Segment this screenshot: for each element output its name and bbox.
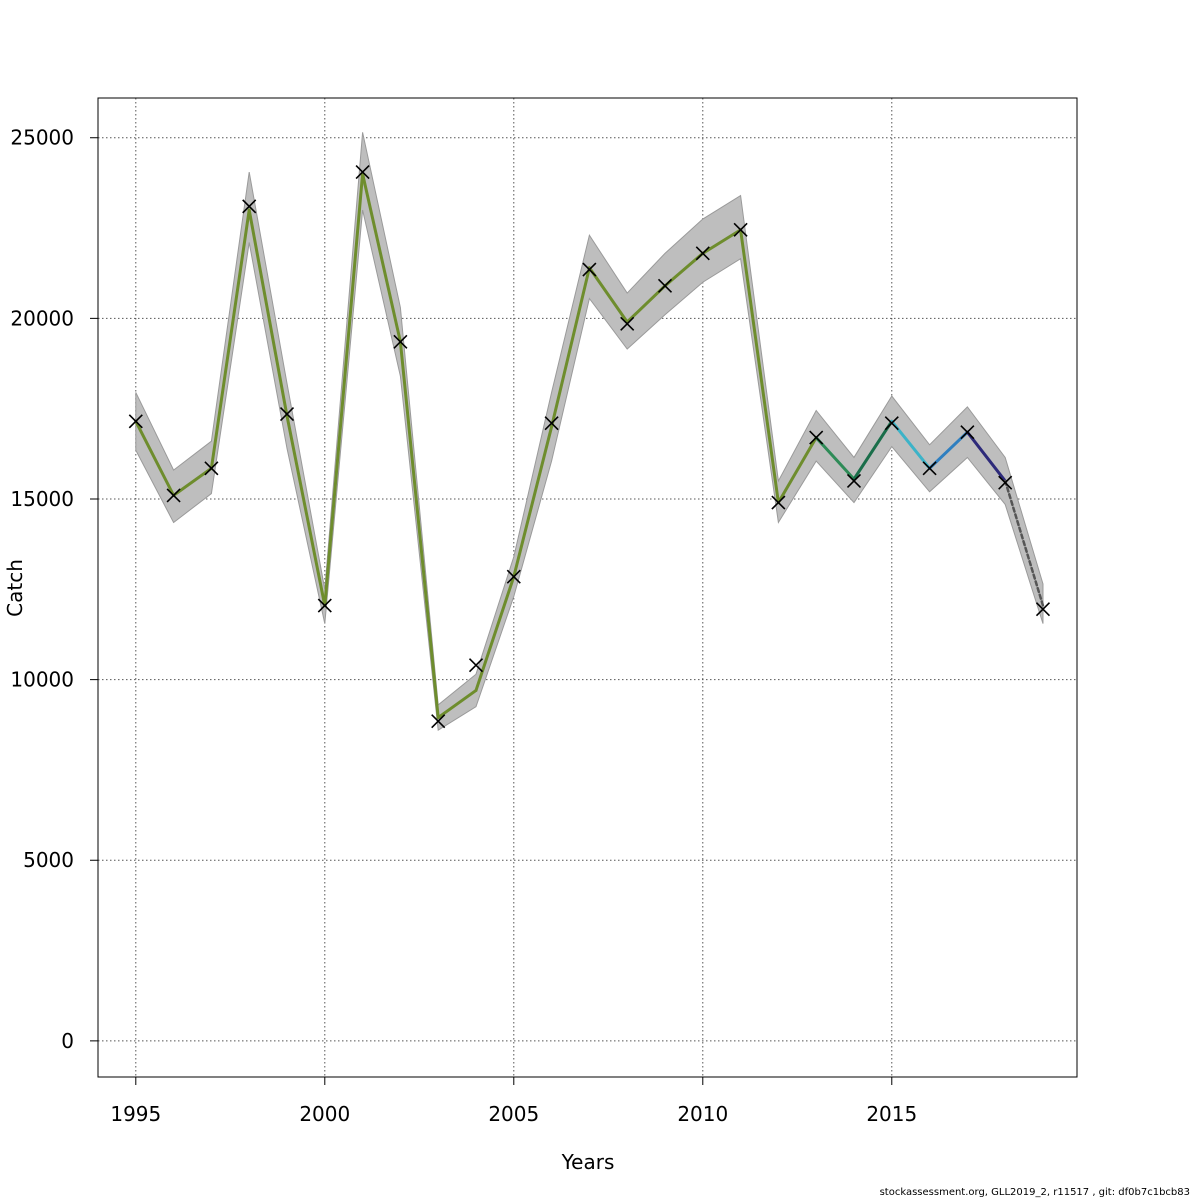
- fitted-segment-2000: [323, 172, 365, 608]
- observed-point-2015: [884, 416, 899, 431]
- observed-point-2005: [506, 569, 521, 584]
- fitted-segment-2011: [739, 228, 780, 505]
- y-tick-label-10000: 10000: [10, 668, 74, 692]
- x-tick-label-2015: 2015: [866, 1102, 917, 1126]
- confidence-band: [135, 132, 1044, 732]
- fitted-segment-2018: [1003, 479, 1045, 607]
- marker-stroke: [544, 416, 559, 431]
- footer-credit: stockassessment.org, GLL2019_2, r11517 ,…: [879, 1187, 1190, 1198]
- marker-stroke: [431, 714, 446, 729]
- marker-stroke: [393, 334, 408, 349]
- observed-point-1997: [204, 461, 219, 476]
- fitted-segment-1998: [247, 208, 289, 418]
- x-tick-label-2005: 2005: [488, 1102, 539, 1126]
- marker-stroke: [506, 569, 521, 584]
- y-tick-label-0: 0: [61, 1029, 74, 1053]
- fitted-segment-2002: [398, 340, 440, 720]
- marker-stroke: [846, 473, 862, 488]
- observed-point-2018: [998, 475, 1013, 490]
- observed-point-2017: [960, 425, 975, 440]
- marker-stroke: [355, 164, 370, 180]
- observed-point-2002: [393, 334, 408, 349]
- fitted-segment-2004: [474, 575, 516, 692]
- fitted-segment-1995: [134, 419, 176, 497]
- observed-point-2014: [846, 473, 862, 488]
- x-tick-label-2000: 2000: [299, 1102, 350, 1126]
- fitted-segment-1999: [285, 414, 327, 608]
- marker-stroke: [809, 430, 824, 445]
- observed-point-2007: [582, 262, 597, 277]
- observed-point-1996: [166, 488, 181, 503]
- fitted-segment-2013: [814, 436, 856, 481]
- marker-stroke: [922, 461, 937, 476]
- observed-point-2010: [695, 246, 710, 261]
- fitted-segment-1996: [172, 466, 213, 497]
- y-tick-label-25000: 25000: [10, 126, 74, 150]
- marker-stroke: [279, 407, 295, 422]
- marker-stroke: [771, 495, 786, 510]
- fitted-segment-2010: [701, 228, 743, 255]
- observed-point-2000: [317, 598, 332, 613]
- observed-point-2001: [355, 164, 370, 180]
- observed-point-2006: [544, 416, 559, 431]
- marker-stroke: [582, 262, 597, 277]
- y-tick-label-15000: 15000: [10, 487, 74, 511]
- marker-stroke: [695, 246, 710, 261]
- observed-point-1998: [242, 199, 257, 214]
- x-tick-label-1995: 1995: [110, 1102, 161, 1126]
- marker-stroke: [128, 414, 143, 429]
- observed-point-2012: [771, 495, 786, 510]
- y-axis: 0 5000 10000 15000 20000 25000: [10, 126, 98, 1053]
- y-axis-label: Catch: [3, 559, 27, 617]
- observed-markers: [128, 164, 1051, 729]
- observed-point-2004: [468, 658, 484, 673]
- marker-stroke: [960, 425, 975, 440]
- fitted-segment-1997: [209, 208, 251, 470]
- fitted-segment-2005: [512, 425, 554, 579]
- y-tick-label-20000: 20000: [10, 306, 74, 330]
- fitted-segment-2012: [776, 436, 818, 505]
- observed-point-2011: [733, 222, 748, 237]
- fitted-segment-2007: [587, 266, 629, 324]
- fitted-segment-2014: [852, 419, 894, 481]
- fitted-segment-2003: [436, 688, 478, 720]
- fitted-segment-2001: [361, 172, 402, 344]
- confidence-band-area: [135, 132, 1044, 732]
- marker-stroke: [204, 461, 219, 476]
- observed-point-2013: [809, 430, 824, 445]
- marker-stroke: [468, 658, 484, 673]
- x-axis-label: Years: [561, 1150, 615, 1174]
- x-axis: 1995 2000 2005 2010 2015: [110, 1077, 917, 1126]
- y-tick-label-5000: 5000: [23, 848, 74, 872]
- fitted-segment-2006: [550, 266, 591, 429]
- marker-stroke: [317, 598, 332, 613]
- x-tick-label-2010: 2010: [677, 1102, 728, 1126]
- plot-frame: [97, 97, 1078, 1078]
- observed-point-2016: [922, 461, 937, 476]
- marker-stroke: [884, 416, 899, 431]
- marker-stroke: [1035, 602, 1051, 617]
- observed-point-2008: [620, 316, 635, 331]
- observed-point-2019: [1035, 602, 1051, 617]
- marker-stroke: [657, 278, 673, 293]
- marker-stroke: [242, 199, 257, 214]
- marker-stroke: [998, 475, 1013, 490]
- observed-point-1999: [279, 407, 295, 422]
- observed-point-2009: [657, 278, 673, 293]
- fitted-segment-2017: [965, 430, 1007, 483]
- marker-stroke: [733, 222, 748, 237]
- marker-stroke: [620, 316, 635, 331]
- observed-point-2003: [431, 714, 446, 729]
- observed-point-1995: [128, 414, 143, 429]
- marker-stroke: [166, 488, 181, 503]
